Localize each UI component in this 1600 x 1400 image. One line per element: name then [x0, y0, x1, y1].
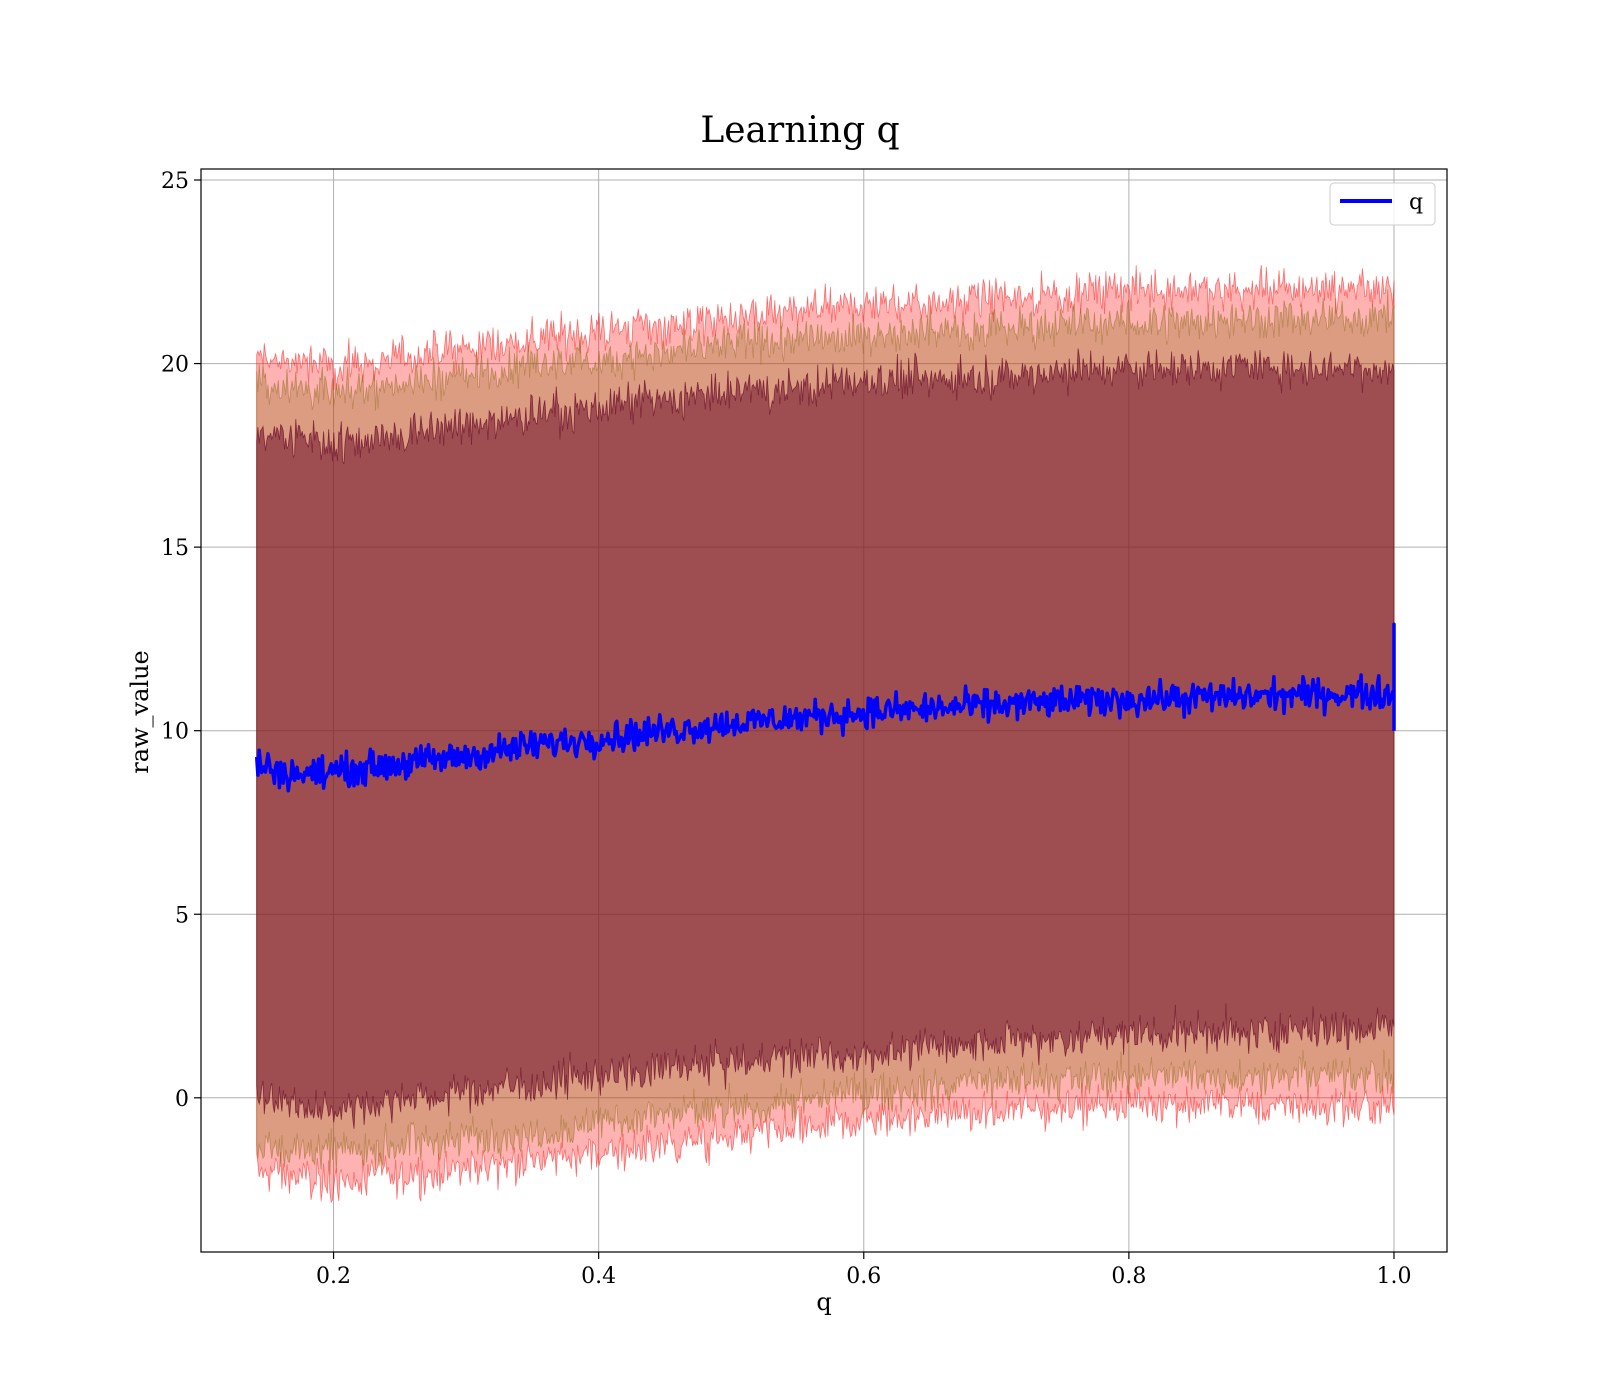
bands-layer	[256, 264, 1395, 1204]
y-axis-label: raw_value	[126, 650, 154, 774]
x-axis: 0.2 0.4 0.6 0.8 1.0	[316, 1252, 1411, 1289]
y-tick-label-4: 20	[161, 353, 189, 378]
legend: q	[1329, 182, 1436, 226]
x-tick-label-4: 1.0	[1376, 1264, 1411, 1289]
band-2	[256, 348, 1395, 1129]
y-tick-label-3: 15	[161, 536, 189, 561]
y-tick-label-5: 25	[161, 169, 189, 194]
y-axis: 0 5 10 15 20 25	[161, 169, 201, 1112]
x-tick-label-1: 0.4	[581, 1264, 616, 1289]
y-tick-label-0: 0	[175, 1087, 189, 1112]
x-tick-label-0: 0.2	[316, 1264, 351, 1289]
y-tick-label-2: 10	[161, 720, 189, 745]
y-tick-label-1: 5	[175, 903, 189, 928]
chart-title: Learning q	[700, 110, 899, 151]
x-tick-label-2: 0.6	[846, 1264, 881, 1289]
legend-box	[1329, 182, 1436, 226]
legend-label-q: q	[1409, 190, 1423, 215]
series-layer	[254, 622, 1396, 793]
x-tick-label-3: 0.8	[1111, 1264, 1146, 1289]
series-line-q	[254, 622, 1396, 793]
plot-frame	[200, 168, 1448, 1253]
x-axis-label: q	[816, 1288, 831, 1316]
